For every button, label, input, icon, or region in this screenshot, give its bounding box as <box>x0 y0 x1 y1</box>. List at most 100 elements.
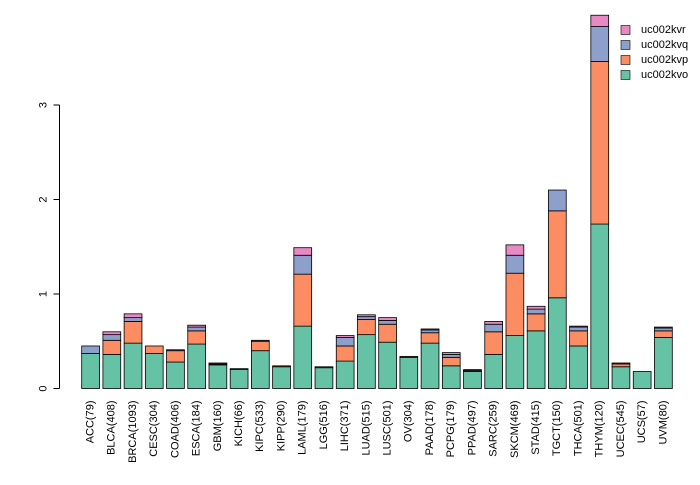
x-tick-label: ACC(79) <box>85 401 97 444</box>
y-tick-label: 3 <box>37 102 49 108</box>
x-tick-label: OV(304) <box>403 401 415 443</box>
legend-swatch-uc002kvo <box>620 70 631 80</box>
bar-blca-uc002kvq <box>102 334 122 341</box>
y-tick-label: 2 <box>37 196 49 202</box>
bar-gbm-uc002kvo <box>208 364 228 389</box>
bar-stad-uc002kvr <box>526 305 546 310</box>
bar-ucec-uc002kvo <box>611 366 631 389</box>
bar-brca-uc002kvq <box>123 317 143 322</box>
bar-esca-uc002kvo <box>187 343 206 389</box>
x-tick-label: ESCA(184) <box>191 401 203 457</box>
bar-cesc-uc002kvp <box>144 345 164 354</box>
bar-ppad-uc002kvo <box>463 371 482 389</box>
bar-laml-uc002kvr <box>293 247 313 256</box>
bar-paad-uc002kvr <box>420 328 440 331</box>
bar-sarc-uc002kvo <box>484 354 503 389</box>
bar-skcm-uc002kvr <box>505 244 525 256</box>
bar-lihc-uc002kvp <box>335 345 355 362</box>
bar-stad-uc002kvo <box>526 330 546 389</box>
bar-lusc-uc002kvq <box>378 320 397 325</box>
bar-thym-uc002kvp <box>590 61 610 225</box>
bar-thca-uc002kvp <box>569 330 588 347</box>
bar-sarc-uc002kvr <box>484 321 503 325</box>
bar-sarc-uc002kvp <box>484 331 503 355</box>
bar-thym-uc002kvq <box>590 26 610 62</box>
x-tick-label: GBM(160) <box>212 401 224 452</box>
x-tick-label: PAAD(178) <box>424 401 436 456</box>
bar-laml-uc002kvo <box>293 325 313 389</box>
bar-lihc-uc002kvr <box>335 335 355 338</box>
bar-tgct-uc002kvp <box>548 210 567 299</box>
bar-cesc-uc002kvo <box>144 353 164 389</box>
bar-paad-uc002kvq <box>420 329 440 334</box>
bar-kipc-uc002kvq <box>251 339 270 342</box>
bar-esca-uc002kvp <box>187 330 206 345</box>
bar-tgct-uc002kvq <box>548 189 567 212</box>
y-tick-label: 0 <box>37 385 49 391</box>
x-tick-label: PCPG(179) <box>445 401 457 458</box>
bar-acc-uc002kvo <box>81 353 100 389</box>
x-tick-label: UCEC(545) <box>615 401 627 458</box>
bar-blca-uc002kvp <box>102 339 122 355</box>
bar-kipp-uc002kvp <box>272 365 291 368</box>
bar-coad-uc002kvo <box>166 361 185 389</box>
legend-label-uc002kvr: uc002kvr <box>641 24 686 36</box>
x-tick-label: CESC(304) <box>148 401 160 457</box>
legend-swatch-uc002kvr <box>620 25 631 35</box>
bar-uvm-uc002kvo <box>654 337 673 389</box>
bar-coad-uc002kvp <box>166 350 185 363</box>
x-tick-label: KIPC(533) <box>254 401 266 452</box>
bar-skcm-uc002kvo <box>505 335 525 389</box>
bar-lusc-uc002kvp <box>378 323 397 343</box>
bar-paad-uc002kvo <box>420 342 440 389</box>
bar-lihc-uc002kvo <box>335 360 355 389</box>
bar-brca-uc002kvo <box>123 342 143 389</box>
bar-uvm-uc002kvr <box>654 326 673 329</box>
bar-skcm-uc002kvq <box>505 254 525 274</box>
bar-luad-uc002kvr <box>357 314 376 318</box>
bar-laml-uc002kvq <box>293 254 313 275</box>
bar-thym-uc002kvr <box>590 14 610 27</box>
bar-thca-uc002kvq <box>569 326 588 332</box>
bar-esca-uc002kvr <box>187 324 206 328</box>
bars <box>81 14 673 389</box>
bar-uvm-uc002kvq <box>654 327 673 332</box>
bar-acc-uc002kvq <box>81 345 100 354</box>
bar-thym-uc002kvo <box>590 223 610 389</box>
legend: uc002kvr uc002kvq uc002kvp uc002kvo <box>620 24 688 81</box>
x-tick-label: LUSC(501) <box>382 401 394 456</box>
x-axis-labels: ACC(79) BLCA(408) BRCA(1093) CESC(304) COAD(… <box>85 401 670 463</box>
x-tick-label: LUAD(515) <box>360 401 372 456</box>
bar-lusc-uc002kvr <box>378 317 397 321</box>
bar-luad-uc002kvq <box>357 316 376 320</box>
bar-pcpg-uc002kvo <box>441 365 461 389</box>
x-tick-label: THYM(120) <box>594 401 606 458</box>
bar-kipc-uc002kvp <box>251 340 270 352</box>
x-tick-label: BRCA(1093) <box>127 401 139 463</box>
bar-ucs-uc002kvo <box>632 371 652 389</box>
x-tick-label: KIPP(290) <box>275 401 287 452</box>
bar-kipp-uc002kvo <box>272 366 291 389</box>
x-tick-label: TGCT(150) <box>551 401 563 457</box>
x-tick-label: STAD(415) <box>530 401 542 455</box>
bar-pcpg-uc002kvr <box>441 352 461 355</box>
bar-kich-uc002kvp <box>229 368 249 370</box>
legend-label-uc002kvq: uc002kvq <box>641 39 688 51</box>
bar-paad-uc002kvp <box>420 332 440 344</box>
bar-luad-uc002kvo <box>357 334 376 389</box>
bar-coad-uc002kvq <box>166 349 185 352</box>
bar-pcpg-uc002kvq <box>441 354 461 358</box>
legend-swatch-uc002kvp <box>620 55 631 65</box>
legend-label-uc002kvp: uc002kvp <box>641 54 688 66</box>
bar-lihc-uc002kvq <box>335 337 355 347</box>
x-tick-label: UCS(57) <box>636 401 648 444</box>
bar-kich-uc002kvo <box>229 369 249 389</box>
bar-sarc-uc002kvq <box>484 323 503 333</box>
legend-label-uc002kvo: uc002kvo <box>641 69 688 81</box>
bar-ppad-uc002kvq <box>463 369 482 371</box>
x-tick-label: UVM(80) <box>657 401 669 445</box>
bar-esca-uc002kvq <box>187 326 206 332</box>
bar-stad-uc002kvp <box>526 313 546 332</box>
x-tick-label: KICH(66) <box>233 401 245 447</box>
